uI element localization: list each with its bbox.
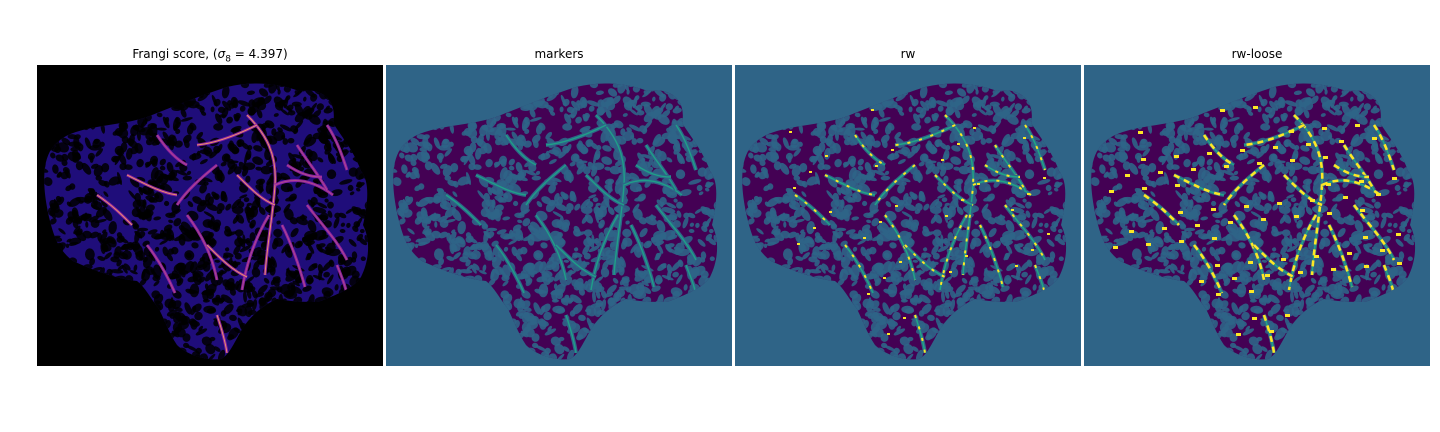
- rw-loose-image: [1084, 65, 1430, 366]
- markers-image: [386, 65, 732, 366]
- frangi-score-image: [37, 65, 383, 366]
- panel-rw: rw: [735, 44, 1081, 366]
- title-sigma-subscript: 8: [225, 54, 231, 65]
- rw-image: [735, 65, 1081, 366]
- title-sigma: σ: [217, 47, 226, 61]
- panel-frangi-score: Frangi score, (σ8 = 4.397): [37, 44, 383, 366]
- panel-rw-loose: rw-loose: [1084, 44, 1430, 366]
- panel-title-markers: markers: [534, 47, 584, 61]
- panel-title-rw: rw: [900, 47, 916, 61]
- panel-title-frangi: Frangi score, (σ8 = 4.397): [37, 44, 383, 65]
- panel-markers: markers: [386, 44, 732, 366]
- title-value: = 4.397): [230, 47, 288, 61]
- panel-title-rw-loose: rw-loose: [1231, 47, 1283, 61]
- title-prefix: Frangi score, (: [132, 47, 218, 61]
